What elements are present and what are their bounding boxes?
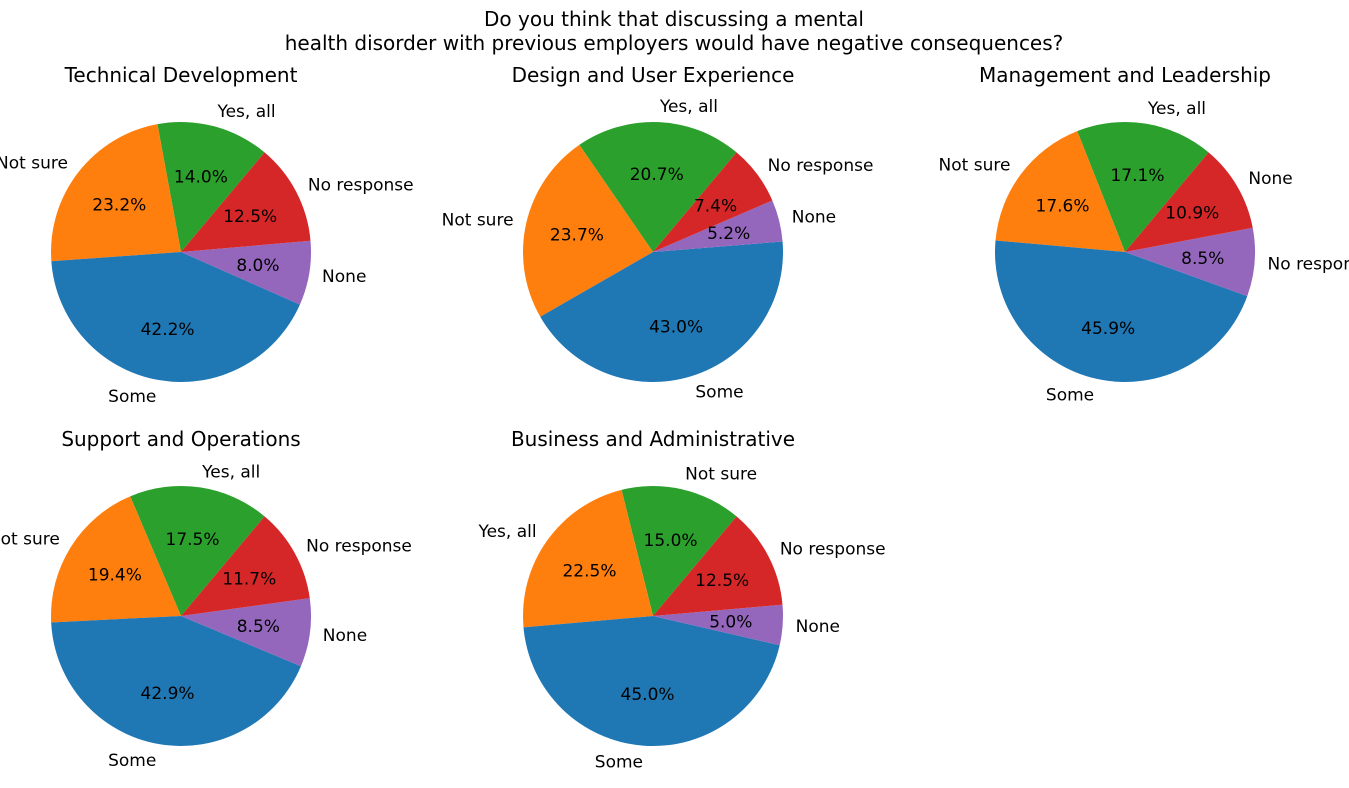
pie-title: Support and Operations [61,427,300,451]
pie-slice-no-response [181,516,310,616]
pie-panel-technical-development: Technical Development Yes, all 14.0% Not su… [0,63,414,407]
slice-label-yes-all: Yes, all [477,522,536,542]
slice-percent-not-sure: 15.0% [644,531,698,551]
slice-percent-not-sure: 23.7% [550,226,604,246]
slice-percent-yes-all: 22.5% [562,562,616,582]
slice-label-yes-all: Yes, all [201,463,260,483]
pie-labels: Yes, all 14.0% Not sure 23.2% Some 42.2% None 8… [0,102,414,407]
slice-label-no-response: No response [306,536,412,556]
slice-label-none: None [1248,169,1292,189]
pie-slice-not-sure [51,496,182,623]
slice-label-no-response: No response [1268,255,1349,275]
slice-percent-yes-all: 14.0% [174,168,228,188]
pie-title: Business and Administrative [511,427,795,451]
slice-label-no-response: No response [780,540,886,560]
pie-slice-yes-all [130,485,265,616]
slice-label-none: None [322,267,366,287]
pie-slice-no-response [653,516,783,616]
slice-label-none: None [792,208,836,228]
slice-percent-yes-all: 17.1% [1110,166,1164,186]
slice-percent-no-response: 12.5% [695,571,749,591]
slice-percent-none: 10.9% [1165,204,1219,224]
pie-slice-yes-all [1077,122,1209,252]
pie-slice-yes-all [522,489,653,628]
pie-panel-business-and-administrative: Business and Administrative Not sure 15.0%… [477,427,885,773]
slice-label-yes-all: Yes, all [659,97,718,117]
slice-label-some: Some [108,751,156,771]
slice-percent-not-sure: 19.4% [88,566,142,586]
pie-title: Management and Leadership [979,63,1271,87]
slice-percent-not-sure: 17.6% [1036,196,1090,216]
pie-labels: Yes, all 17.1% Not sure 17.6% Some 45.9% No re… [939,99,1349,406]
pie-slice-some [523,616,780,747]
pie-slice-some [540,241,783,382]
slice-label-not-sure: Not sure [0,154,68,174]
pie-slice-yes-all [579,121,737,252]
slice-label-none: None [323,626,367,646]
pie-slice-no-response [1125,227,1255,297]
slice-label-none: None [796,617,840,637]
figure-title-line-1: Do you think that discussing a mental [484,7,864,31]
slice-percent-yes-all: 20.7% [630,165,684,185]
pie-labels: Not sure 15.0% Yes, all 22.5% Some 45.0% None 5… [477,465,885,773]
slice-percent-some: 42.9% [141,684,195,704]
slice-percent-no-response: 7.4% [694,196,737,216]
pie-labels: Yes, all 17.5% Not sure 19.4% Some 42.9% None 8… [0,463,412,771]
figure-title-line-2: health disorder with previous employers … [285,31,1064,55]
slice-percent-yes-all: 17.5% [166,530,220,550]
pie-slice-some [995,240,1248,382]
slice-percent-no-response: 11.7% [222,569,276,589]
pie-panel-support-and-operations: Support and Operations Yes, all 17.5% Not s… [0,427,412,771]
slice-percent-not-sure: 23.2% [92,195,146,215]
slice-percent-no-response: 12.5% [223,207,277,227]
slice-label-no-response: No response [308,176,414,196]
pie-slice-no-response [653,152,773,252]
pie-slice-not-sure [51,124,181,262]
slice-percent-some: 45.0% [621,685,675,705]
slice-label-yes-all: Yes, all [216,102,275,122]
pie-panel-management-and-leadership: Management and Leadership Yes, all 17.1% No… [939,63,1349,406]
slice-label-not-sure: Not sure [442,211,514,231]
slice-label-yes-all: Yes, all [1147,99,1206,119]
slice-label-not-sure: Not sure [0,529,60,549]
pie-panels: Technical Development Yes, all 14.0% Not su… [0,63,1349,773]
slice-percent-none: 8.5% [237,617,280,637]
pie-slice-none [181,598,311,667]
slice-label-some: Some [108,387,156,407]
slice-percent-some: 42.2% [141,320,195,340]
pie-slice-some [51,616,301,746]
slice-percent-none: 5.2% [707,224,750,244]
slice-percent-no-response: 8.5% [1181,249,1224,269]
pie-title: Design and User Experience [512,63,795,87]
slice-percent-some: 43.0% [649,318,703,338]
pie-slice-no-response [181,152,311,252]
pie-slice-some [51,252,300,382]
slice-label-some: Some [595,753,643,773]
pie-title: Technical Development [64,63,298,87]
slice-label-some: Some [1046,386,1094,406]
pie-slice-none [181,240,311,305]
pie-slice-none [653,200,783,252]
pie-slice-yes-all [157,122,265,252]
slice-percent-none: 5.0% [709,612,752,632]
pie-slice-not-sure [621,485,737,616]
slice-label-no-response: No response [768,156,874,176]
slice-label-not-sure: Not sure [685,465,757,485]
slice-label-some: Some [695,382,743,402]
pie-labels: Yes, all 20.7% Not sure 23.7% Some 43.0% None 5… [442,97,874,402]
pie-slice-not-sure [995,131,1125,252]
slice-percent-none: 8.0% [236,256,279,276]
pie-slice-none [1125,152,1253,252]
pie-panel-design-and-user-experience: Design and User Experience Yes, all 20.7% N… [442,63,874,402]
pie-slice-none [653,604,784,646]
slice-label-not-sure: Not sure [939,156,1011,176]
pie-slice-not-sure [523,144,653,317]
slice-percent-some: 45.9% [1081,319,1135,339]
